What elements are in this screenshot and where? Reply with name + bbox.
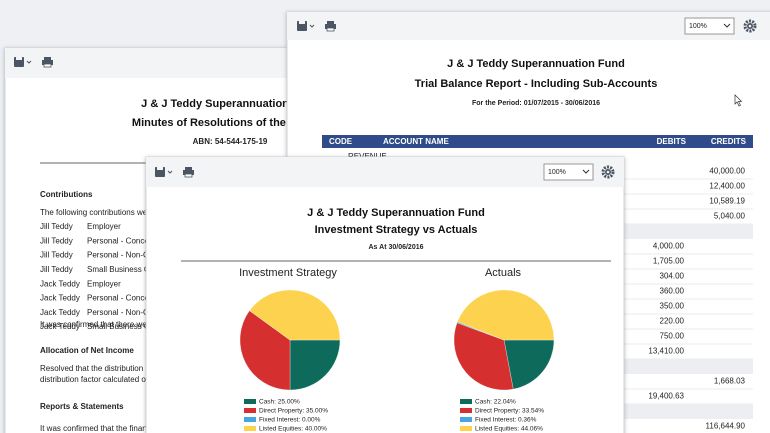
pie-slice: [239, 310, 291, 391]
abn: ABN: 54-544-175-19: [193, 137, 268, 146]
legend-label: Cash: 22.04%: [475, 399, 516, 406]
member-name: Jack Teddy: [40, 294, 80, 303]
report-title: J & J Teddy Superannuation Fund: [447, 58, 625, 70]
column-header: CREDITS: [711, 137, 747, 146]
paragraph: distribution factor calculated on: [40, 375, 150, 384]
credit-amount: 1,668.03: [714, 377, 746, 386]
debit-amount: 750.00: [660, 332, 685, 341]
paragraph: The following contributions were: [40, 208, 155, 217]
report-subtitle: Trial Balance Report - Including Sub-Acc…: [415, 78, 658, 90]
legend-swatch: [460, 426, 472, 431]
pie-slice: [289, 339, 341, 391]
chart-title: Actuals: [485, 267, 522, 279]
report-title: J & J Teddy Superannuation Fund: [307, 207, 485, 219]
debit-amount: 4,000.00: [653, 242, 685, 251]
print-button[interactable]: [42, 57, 53, 68]
save-button[interactable]: [14, 57, 32, 67]
print-button[interactable]: [183, 167, 194, 178]
table-header: [322, 135, 753, 148]
debit-amount: 19,400.63: [648, 392, 684, 401]
pie-slice: [249, 289, 341, 341]
settings-button[interactable]: [743, 19, 757, 33]
zoom-select[interactable]: 100%: [543, 163, 594, 181]
credit-amount: 10,589.19: [709, 197, 745, 206]
heading: Reports & Statements: [40, 402, 124, 411]
legend-label: Fixed Interest: 0.00%: [259, 417, 321, 424]
contribution-type: Personal - Non-Concessional: [87, 251, 191, 260]
legend-swatch: [244, 426, 256, 431]
legend-label: Direct Property: 35.00%: [259, 408, 328, 415]
legend-label: Cash: 25.00%: [259, 399, 300, 406]
legend-label: Listed Equities: 44.06%: [475, 426, 543, 433]
member-name: Jill Teddy: [40, 222, 73, 231]
debit-amount: 350.00: [660, 302, 685, 311]
member-name: Jack Teddy: [40, 322, 80, 331]
save-button[interactable]: [155, 167, 173, 177]
period: For the Period: 01/07/2015 - 30/06/2016: [472, 100, 600, 107]
debit-amount: 360.00: [660, 287, 685, 296]
credit-amount: 40,000.00: [709, 167, 745, 176]
doc-subtitle: Minutes of Resolutions of the Trustee: [132, 117, 328, 129]
report-subtitle: Investment Strategy vs Actuals: [315, 224, 478, 236]
pie-slice: [457, 289, 555, 341]
legend-label: Direct Property: 33.54%: [475, 408, 544, 415]
settings-button[interactable]: [601, 165, 615, 179]
legend-label: Listed Equities: 40.00%: [259, 426, 327, 433]
legend-swatch: [244, 408, 256, 413]
legend-label: Fixed Interest: 0.36%: [475, 417, 537, 424]
heading: Contributions: [40, 190, 93, 199]
debit-amount: 1,705.00: [653, 257, 685, 266]
credit-amount: 12,400.00: [709, 182, 745, 191]
pie-slice: [503, 339, 555, 390]
paragraph: It was confirmed that there were: [40, 320, 154, 329]
debit-amount: 220.00: [660, 317, 685, 326]
zoom-select[interactable]: 100%: [684, 17, 735, 35]
print-button[interactable]: [325, 21, 336, 32]
paragraph: Resolved that the distribution of: [40, 364, 153, 373]
legend-swatch: [244, 399, 256, 404]
save-button[interactable]: [297, 21, 315, 31]
contribution-type: Employer: [87, 279, 121, 288]
legend-swatch: [460, 417, 472, 422]
legend-swatch: [460, 408, 472, 413]
member-name: Jill Teddy: [40, 251, 73, 260]
strategy-window: 100% J & J Teddy Superannuation Fund Inv…: [145, 156, 625, 433]
zoom-value: 100%: [689, 23, 707, 30]
contribution-type: Personal - Concessional: [87, 294, 174, 303]
debit-amount: 13,410.00: [648, 347, 684, 356]
chart-title: Investment Strategy: [239, 267, 337, 279]
member-name: Jack Teddy: [40, 308, 80, 317]
legend-swatch: [244, 417, 256, 422]
contribution-type: Personal - Concessional: [87, 236, 174, 245]
member-name: Jill Teddy: [40, 265, 73, 274]
heading: Allocation of Net Income: [40, 346, 134, 355]
cursor: [734, 94, 743, 107]
contribution-type: Employer: [87, 222, 121, 231]
column-header: CODE: [329, 137, 353, 146]
credit-amount: 5,040.00: [714, 212, 746, 221]
paragraph: It was confirmed that the financial: [40, 424, 159, 433]
column-header: DEBITS: [657, 137, 687, 146]
member-name: Jill Teddy: [40, 236, 73, 245]
contribution-type: Personal - Non-Concessional: [87, 308, 191, 317]
window-frame: [145, 156, 625, 433]
pie-slice: [453, 322, 514, 391]
doc-title: J & J Teddy Superannuation Fund: [141, 98, 319, 110]
debit-amount: 304.00: [660, 272, 685, 281]
member-name: Jack Teddy: [40, 279, 80, 288]
contribution-type: Small Business CGT: [87, 322, 161, 331]
report-date: As At 30/06/2016: [369, 244, 424, 251]
column-header: ACCOUNT NAME: [383, 137, 449, 146]
credit-amount: 116,644.90: [706, 422, 746, 431]
legend-swatch: [460, 399, 472, 404]
zoom-value: 100%: [548, 169, 566, 176]
contribution-type: Small Business CGT: [87, 265, 161, 274]
